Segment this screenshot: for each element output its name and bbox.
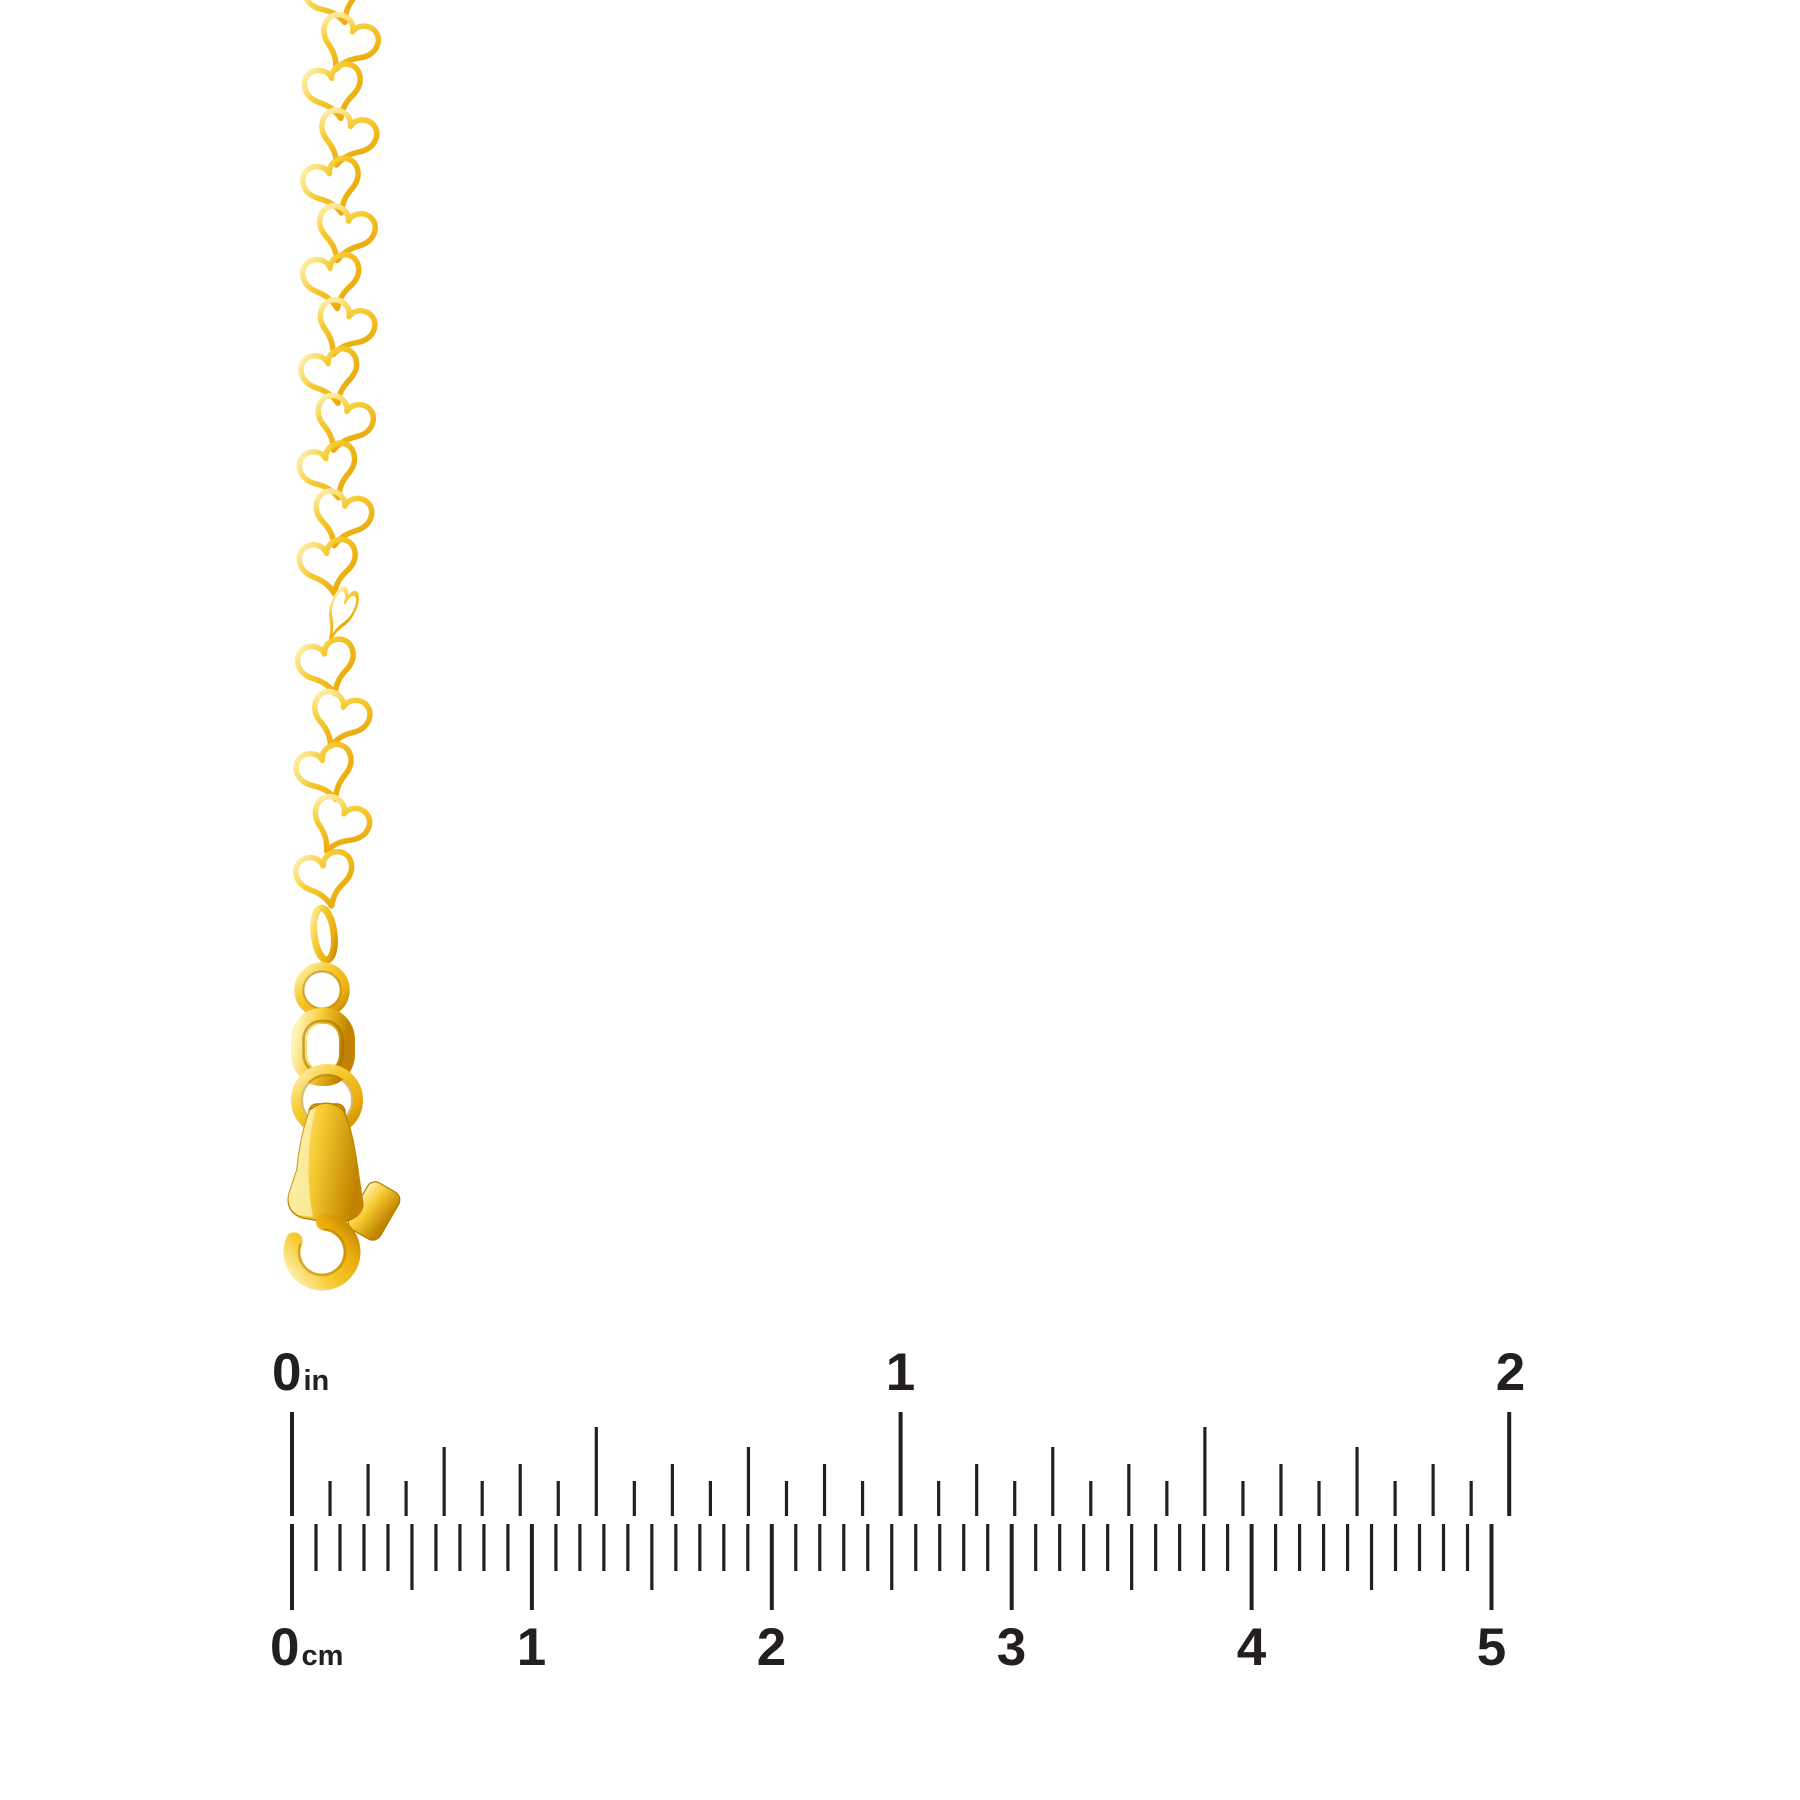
ruler-label-1-cm: 1 <box>516 1618 547 1677</box>
heart-link <box>316 203 378 264</box>
heart-link <box>317 297 378 358</box>
lobster-clasp <box>283 1102 401 1291</box>
heart-link <box>321 11 382 73</box>
heart-link <box>294 636 356 697</box>
ruler-cm-unit: cm <box>301 1640 344 1673</box>
heart-link <box>298 346 360 406</box>
ruler-label-1-inch: 1 <box>885 1343 916 1402</box>
heart-link <box>301 61 363 122</box>
lobster-clasp-trigger <box>347 1181 401 1241</box>
lobster-clasp-body-highlight <box>288 1108 316 1217</box>
heart-link <box>299 155 361 216</box>
ruler-zero-inch-digit: 0 <box>272 1343 302 1402</box>
ruler-inch-unit: in <box>303 1365 330 1398</box>
ruler-label-4-cm: 4 <box>1236 1618 1267 1677</box>
cable-link <box>291 1008 355 1086</box>
heart-link <box>296 536 358 597</box>
ruler-label-zero-inch: 0 in <box>272 1343 330 1402</box>
heart-link <box>319 107 380 168</box>
ruler-label-3-cm: 3 <box>996 1618 1027 1677</box>
ruler-zero-cm-digit: 0 <box>270 1618 300 1677</box>
ruler-label-2-cm: 2 <box>756 1618 787 1677</box>
heart-link <box>293 848 355 909</box>
heart-link <box>311 688 373 749</box>
clasp-assembly <box>283 904 401 1291</box>
heart-link <box>301 0 363 26</box>
heart-link <box>313 488 375 549</box>
lobster-clasp-hook <box>283 1213 361 1291</box>
heart-link <box>315 392 377 453</box>
heart-link-chain <box>293 0 382 909</box>
ruler-label-5-cm: 5 <box>1476 1618 1507 1677</box>
twisted-oval-link <box>310 904 338 964</box>
heart-link <box>299 251 362 312</box>
heart-link <box>312 793 373 854</box>
ruler-label-zero-cm: 0 cm <box>270 1618 344 1677</box>
lobster-clasp-hook-inner-shade <box>297 1227 347 1277</box>
jump-ring-top <box>294 962 350 1018</box>
heart-link <box>293 741 354 802</box>
ruler-label-2-inch: 2 <box>1495 1343 1526 1402</box>
jump-ring-top-inner-shade <box>302 970 342 1010</box>
heart-link <box>296 440 358 501</box>
heart-link <box>328 586 359 643</box>
ruler <box>290 1412 1512 1610</box>
